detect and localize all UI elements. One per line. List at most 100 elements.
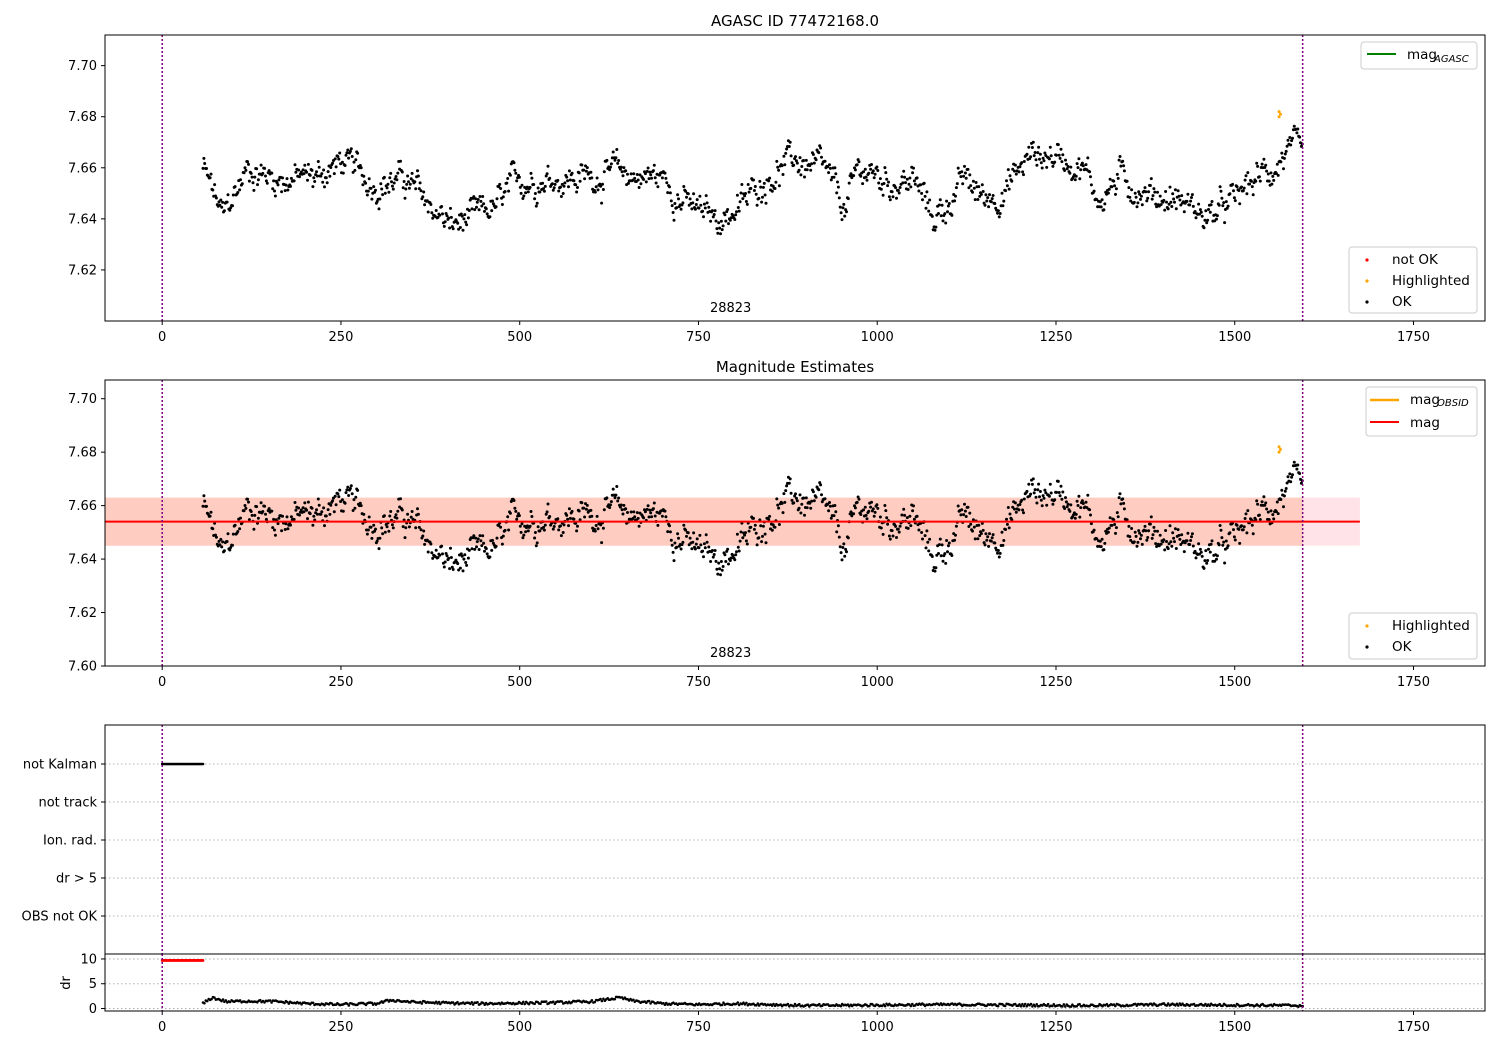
ok-point (1272, 517, 1276, 521)
ok-point (997, 215, 1001, 219)
ok-point (331, 499, 335, 503)
ok-point (589, 508, 593, 512)
dr-point (238, 999, 242, 1002)
legend-ok-label: OK (1392, 294, 1413, 310)
dr-point (213, 996, 216, 999)
ok-point (844, 547, 848, 551)
ok-point (600, 201, 604, 205)
ok-point (988, 532, 991, 536)
ok-point (233, 523, 237, 527)
ok-point (1271, 513, 1275, 517)
ok-point (575, 190, 579, 194)
ok-point (507, 528, 511, 532)
ok-point (1242, 186, 1246, 190)
dr-point (1069, 1005, 1073, 1008)
ok-point (1270, 182, 1274, 186)
ok-point (334, 503, 338, 507)
ok-point (980, 183, 984, 187)
ok-point (217, 200, 221, 204)
ok-point (973, 537, 977, 541)
flag-row-label: OBS not OK (22, 910, 98, 925)
ok-point (679, 547, 683, 551)
ok-point (686, 192, 690, 196)
ok-point (302, 172, 306, 176)
ok-point (402, 180, 406, 183)
ok-point (441, 552, 444, 556)
x-tick-label: 1500 (1218, 330, 1251, 345)
ok-point (1296, 127, 1300, 131)
dr-point (270, 1001, 273, 1004)
ok-point (1010, 179, 1014, 183)
ok-point (971, 179, 975, 183)
ok-point (718, 226, 722, 230)
ok-point (621, 174, 625, 178)
ok-point (1038, 490, 1042, 493)
ok-point (845, 210, 848, 214)
ok-point (565, 513, 569, 517)
ok-point (961, 182, 965, 186)
dr-point (451, 1001, 455, 1004)
ok-point (572, 179, 576, 183)
ok-point (920, 531, 924, 534)
ok-point (329, 166, 333, 169)
ok-point (378, 197, 382, 201)
ok-point (429, 542, 433, 546)
ok-point (474, 197, 478, 201)
ok-point (1027, 482, 1031, 486)
ok-point (336, 492, 340, 496)
ok-point (996, 551, 999, 555)
ok-point (467, 548, 471, 552)
ok-point (481, 534, 485, 538)
ok-point (1076, 504, 1080, 507)
ok-point (366, 189, 370, 193)
ok-point (859, 174, 863, 178)
ok-point (308, 512, 312, 516)
ok-point (1219, 189, 1223, 193)
ok-point (1162, 198, 1166, 202)
ok-point (1228, 192, 1232, 196)
ok-point (681, 540, 685, 544)
magnitude-title: Magnitude Estimates (716, 358, 874, 376)
ok-point (389, 171, 393, 175)
dr-point (1035, 1003, 1038, 1006)
ok-point (642, 178, 646, 181)
ok-point (811, 153, 815, 156)
ok-point (1045, 165, 1049, 169)
ok-point (820, 493, 823, 497)
ok-point (613, 496, 617, 500)
ok-point (289, 184, 292, 188)
ok-point (660, 176, 664, 180)
ok-point (629, 172, 633, 176)
highlighted-point (1277, 110, 1281, 114)
ok-point (1073, 516, 1077, 520)
dr-point (647, 999, 651, 1003)
ok-point (1011, 505, 1015, 509)
ok-point (559, 185, 562, 189)
ok-point (1249, 518, 1253, 522)
ok-point (707, 545, 711, 549)
ok-point (298, 513, 301, 517)
ok-point (367, 515, 371, 519)
ok-point (646, 166, 650, 170)
ok-point (247, 162, 250, 166)
dr-point (786, 1002, 790, 1006)
ok-point (902, 507, 906, 511)
ok-point (271, 187, 275, 191)
ok-point (518, 185, 522, 189)
ok-point (1264, 501, 1268, 505)
ok-point (794, 159, 798, 163)
ok-point (519, 530, 523, 534)
ok-point (713, 549, 717, 552)
ok-point (1038, 157, 1041, 161)
ok-point (1213, 559, 1217, 563)
ok-point (273, 189, 276, 193)
ok-point (695, 198, 699, 202)
dr-point (613, 997, 617, 1001)
ok-point (990, 536, 994, 540)
ok-point (350, 155, 354, 158)
ok-point (954, 533, 957, 537)
ok-point (656, 523, 660, 527)
dr-point (370, 1001, 374, 1005)
ok-point (283, 189, 287, 193)
